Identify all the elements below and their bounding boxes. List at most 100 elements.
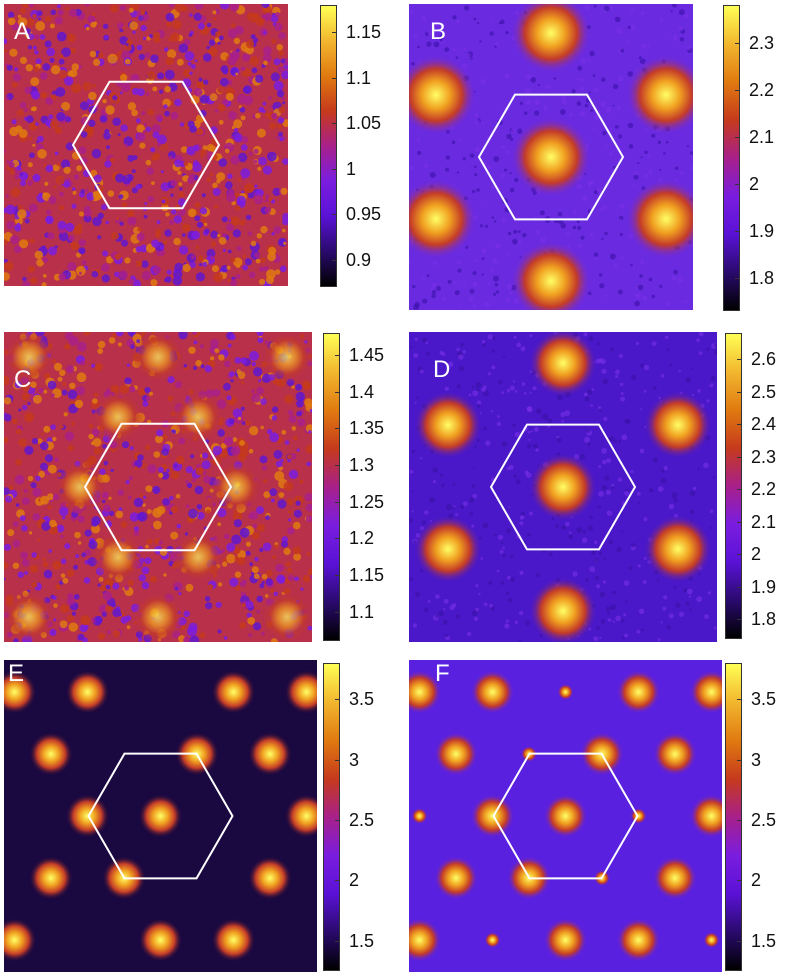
colorbar-gradient [725,333,742,639]
colorbar-tick-mark [737,759,742,761]
colorbar-tick-mark [332,123,337,125]
panel-label-d: D [433,356,451,383]
colorbar-tick-mark [335,465,340,466]
density-map-d [409,332,717,642]
colorbar-tick-mark [332,168,337,170]
colorbar-tick-mark [335,538,340,540]
panel-a: A 1.15 1.1 1.05 1 0.95 0.9 [0,0,395,320]
hexagon-outline [489,423,637,551]
colorbar-tick-label: 3 [751,749,762,770]
colorbar-tick-mark [332,214,337,216]
colorbar-tick-mark [335,575,340,576]
colorbar-tick-mark [735,89,740,91]
colorbar-e: 3.5 3 2.5 2 1.5 [323,663,374,971]
colorbar-tick-mark [737,940,742,942]
colorbar-tick-label: 1.15 [349,565,385,585]
density-map-e [4,660,317,972]
colorbar-tick-mark [737,880,742,882]
panel-label-f: F [435,660,450,687]
colorbar-tick-label: 2.2 [751,479,777,500]
colorbar-tick-mark [737,456,742,458]
colorbar-tick-mark [335,391,340,393]
panel-d: D 2.6 2.5 2.4 2.3 2.2 2.1 2 1.9 1.8 [405,328,798,648]
colorbar-tick-label: 3.5 [751,689,777,710]
colorbar-tick-mark [335,759,340,761]
colorbar-tick-label: 1.2 [349,528,375,549]
colorbar-tick-label: 1.05 [346,113,382,134]
panel-b: B 2.3 2.2 2.1 2 1.9 1.8 [405,0,798,320]
colorbar-tick-mark [737,554,742,556]
colorbar-gradient [723,5,740,311]
colorbar-a: 1.15 1.1 1.05 1 0.95 0.9 [320,5,381,287]
colorbar-tick-label: 2.1 [751,511,777,532]
colorbar-tick-mark [737,820,742,822]
colorbar-tick-label: 2.3 [749,32,775,53]
colorbar-d: 2.6 2.5 2.4 2.3 2.2 2.1 2 1.9 1.8 [725,333,776,639]
colorbar-tick-mark [737,424,742,426]
colorbar-tick-mark [737,586,742,588]
colorbar-tick-mark [335,820,340,822]
colorbar-tick-mark [335,611,340,613]
panel-label-e: E [8,660,25,687]
colorbar-tick-mark [335,501,340,503]
colorbar-tick-mark [737,489,742,491]
panel-label-b: B [430,18,447,45]
colorbar-b: 2.3 2.2 2.1 2 1.9 1.8 [723,5,774,311]
colorbar-tick-label: 2 [751,544,762,565]
colorbar-tick-label: 1 [346,158,357,179]
colorbar-tick-label: 1.3 [349,455,375,475]
hexagon-outline [87,752,234,880]
colorbar-tick-mark [737,359,742,361]
density-map-f [409,660,722,972]
colorbar-gradient [323,333,340,641]
colorbar-tick-label: 3.5 [349,689,375,710]
colorbar-tick-mark [335,880,340,882]
colorbar-tick-label: 1.25 [349,491,385,512]
colorbar-tick-label: 0.95 [346,204,382,225]
colorbar-tick-label: 2.3 [751,446,777,467]
colorbar-tick-mark [335,940,340,942]
colorbar-tick-mark [335,428,340,430]
colorbar-tick-label: 2.1 [749,126,775,147]
hexagon-outline [83,422,233,552]
colorbar-tick-label: 1.15 [346,22,382,43]
colorbar-gradient [320,5,337,287]
colorbar-tick-label: 2.4 [751,414,777,435]
colorbar-tick-label: 1.9 [751,576,777,597]
colorbar-tick-label: 1.1 [349,601,375,622]
colorbar-tick-label: 2.6 [751,349,777,370]
density-map-c [4,332,312,642]
colorbar-tick-label: 2.5 [751,381,777,402]
colorbar-tick-label: 2 [749,173,760,194]
colorbar-c: 1.45 1.4 1.35 1.3 1.25 1.2 1.15 1.1 [323,333,384,641]
colorbar-tick-label: 3 [349,749,360,770]
hexagon-outline [477,93,625,221]
colorbar-tick-mark [735,42,740,44]
colorbar-tick-mark [735,278,740,280]
colorbar-tick-label: 1.5 [349,930,375,951]
colorbar-tick-mark [332,32,337,34]
colorbar-tick-mark [335,355,340,356]
colorbar-gradient [323,663,340,971]
colorbar-tick-label: 1.8 [751,609,777,630]
colorbar-tick-label: 1.35 [349,418,385,439]
colorbar-tick-label: 2.2 [749,79,775,100]
colorbar-tick-mark [737,619,742,621]
hexagon-outline [492,752,639,880]
panel-e: E 3.5 3 2.5 2 1.5 [0,656,395,980]
colorbar-tick-label: 0.9 [346,249,372,270]
colorbar-tick-label: 1.4 [349,381,375,402]
colorbar-tick-mark [735,230,740,232]
colorbar-tick-label: 2.5 [349,810,375,831]
colorbar-tick-mark [335,699,340,701]
colorbar-tick-label: 2.5 [751,810,777,831]
colorbar-tick-mark [735,183,740,185]
panel-label-c: C [14,366,32,393]
colorbar-tick-label: 1.8 [749,268,775,289]
panel-label-a: A [14,18,31,45]
panel-f: F 3.5 3 2.5 2 1.5 [405,656,798,980]
colorbar-tick-mark [332,77,337,79]
colorbar-f: 3.5 3 2.5 2 1.5 [725,663,776,971]
panel-c: C 1.45 1.4 1.35 1.3 1.25 1.2 1.15 1.1 [0,328,395,648]
colorbar-gradient [725,663,742,971]
